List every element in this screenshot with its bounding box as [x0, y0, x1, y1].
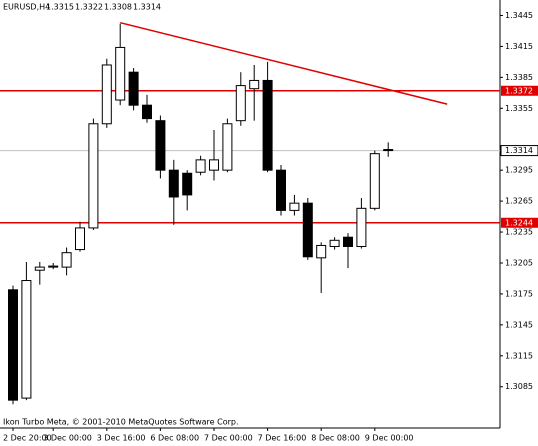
bear-candle-body: [343, 236, 353, 247]
x-tick-label: 7 Dec 16:00: [258, 434, 307, 443]
bull-candle-body: [34, 266, 45, 271]
bull-candle-body: [235, 85, 246, 122]
bull-candle-body: [75, 227, 85, 251]
y-tick-label: 1.3235: [505, 228, 533, 237]
y-tick-label: 1.3085: [505, 382, 533, 391]
y-tick-label: 1.3445: [505, 11, 533, 20]
price-label-box: [501, 85, 538, 96]
bear-candle-body: [276, 169, 286, 211]
ohlc-value: 1.3315: [46, 3, 74, 12]
y-tick-label: 1.3205: [505, 258, 533, 267]
trendline: [120, 21, 448, 105]
y-tick-label: 1.3415: [505, 42, 533, 51]
y-tick-label: 1.3295: [505, 166, 533, 175]
bull-candle-body: [369, 153, 380, 209]
x-tick-label: 9 Dec 00:00: [365, 434, 414, 443]
y-tick-label: 1.3115: [505, 351, 533, 360]
current-price-label: 1.3314: [505, 146, 533, 155]
ohlc-value: 1.3308: [104, 3, 132, 12]
y-tick-label: 1.3265: [505, 197, 533, 206]
symbol-title: EURUSD,H4: [3, 3, 50, 12]
x-tick-label: 7 Dec 00:00: [204, 434, 253, 443]
x-tick-label: 3 Dec 00:00: [43, 434, 92, 443]
bull-candle-body: [48, 265, 59, 268]
price-label: 1.3244: [505, 218, 533, 227]
bull-candle-body: [21, 280, 32, 399]
y-tick-label: 1.3385: [505, 73, 533, 82]
copyright: Ikon Turbo Meta, © 2001-2010 MetaQuotes …: [3, 418, 239, 427]
current-price-box: [500, 145, 538, 157]
bear-candle-body: [128, 71, 139, 106]
bull-candle-body: [195, 159, 206, 173]
bull-candle-body: [115, 46, 126, 101]
bull-candle-body: [222, 123, 233, 171]
bear-candle-body: [142, 104, 152, 120]
bear-candle-body: [182, 172, 193, 196]
bear-candle-body: [155, 120, 166, 171]
y-tick-label: 1.3355: [505, 104, 533, 113]
y-tick-label: 1.3175: [505, 289, 533, 298]
y-tick-label: 1.3145: [505, 320, 533, 329]
bull-candle-body: [249, 79, 260, 90]
bear-candle-body: [262, 79, 273, 171]
bull-candle-body: [88, 123, 99, 229]
bull-candle-body: [101, 64, 112, 125]
x-tick-label: 6 Dec 08:00: [150, 434, 199, 443]
bear-candle-body: [8, 289, 18, 401]
bull-candle-body: [209, 159, 219, 171]
x-tick-label: 3 Dec 16:00: [97, 434, 146, 443]
price-label: 1.3372: [505, 86, 533, 95]
x-tick-label: 2 Dec 20:00: [3, 434, 52, 443]
bull-candle-body: [329, 239, 340, 247]
bear-candle-body: [168, 169, 179, 198]
bear-candle-body: [383, 149, 394, 152]
bull-candle-body: [316, 244, 327, 259]
ohlc-value: 1.3314: [133, 3, 161, 12]
bull-candle-body: [289, 202, 300, 211]
ohlc-value: 1.3322: [75, 3, 103, 12]
x-tick-label: 8 Dec 08:00: [311, 434, 360, 443]
bull-candle-body: [356, 207, 367, 247]
bull-candle-body: [61, 252, 72, 268]
price-label-box: [501, 217, 538, 228]
bear-candle-body: [302, 202, 313, 258]
